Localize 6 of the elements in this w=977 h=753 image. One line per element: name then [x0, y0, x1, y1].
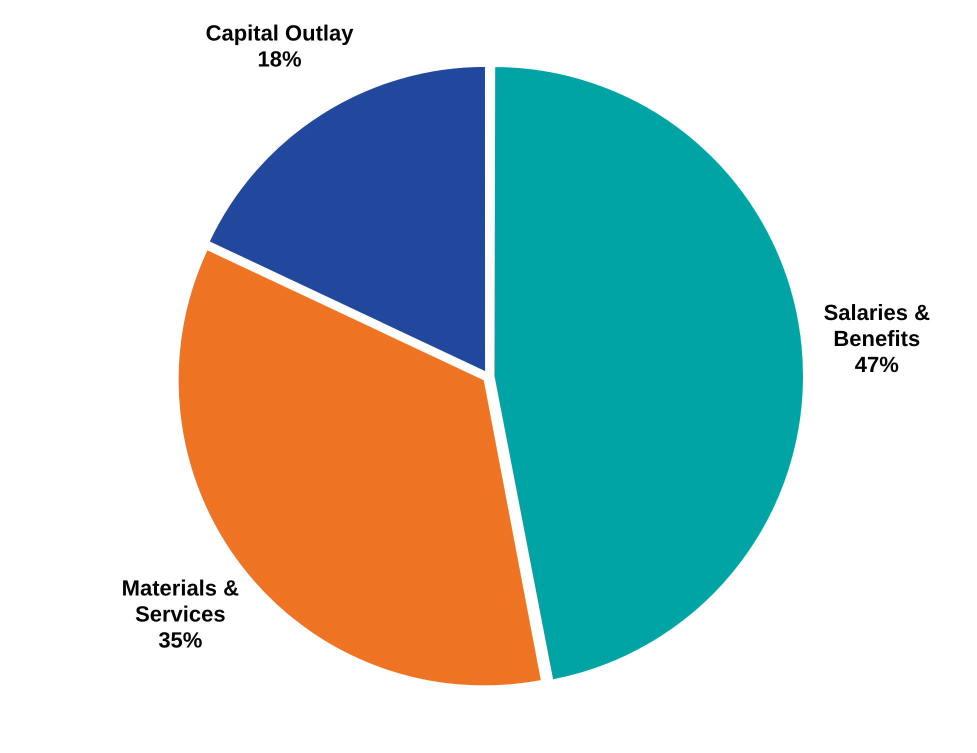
data-label: 47%: [854, 352, 899, 377]
slice-label: Materials & Services: [122, 576, 240, 627]
data-label: 18%: [258, 46, 302, 72]
slice-label: Salaries & Benefits: [824, 300, 930, 351]
slice-label: Capital Outlay: [206, 20, 354, 46]
data-label: 35%: [158, 628, 202, 653]
